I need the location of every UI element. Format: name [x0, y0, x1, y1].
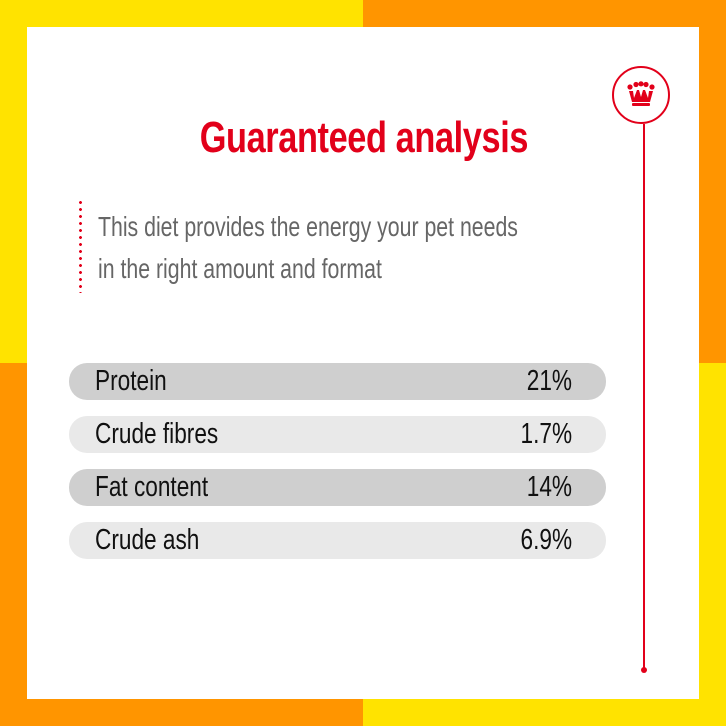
row-value: 14%: [526, 471, 572, 503]
intro-line: This diet provides the energy your pet n…: [98, 211, 518, 242]
row-label: Crude fibres: [95, 418, 219, 450]
accent-line-endpoint: [641, 667, 647, 673]
row-label: Fat content: [95, 471, 209, 503]
page-title: Guaranteed analysis: [199, 113, 529, 162]
intro-text: This diet provides the energy your pet n…: [98, 206, 524, 290]
analysis-row-crude-ash: Crude ash 6.9%: [69, 522, 606, 559]
dotted-accent-line: [79, 199, 82, 293]
row-label: Protein: [95, 365, 167, 397]
crown-icon: [627, 81, 655, 106]
row-value: 6.9%: [520, 524, 572, 556]
row-label: Crude ash: [95, 524, 200, 556]
row-value: 1.7%: [520, 418, 572, 450]
analysis-row-crude-fibres: Crude fibres 1.7%: [69, 416, 606, 453]
analysis-card: Guaranteed analysis This diet provides t…: [27, 27, 699, 699]
intro-line: in the right amount and format: [98, 253, 382, 284]
analysis-row-protein: Protein 21%: [69, 363, 606, 400]
crown-badge: [612, 66, 670, 124]
vertical-accent-line: [643, 124, 645, 670]
analysis-table: Protein 21% Crude fibres 1.7% Fat conten…: [69, 363, 606, 575]
analysis-row-fat-content: Fat content 14%: [69, 469, 606, 506]
row-value: 21%: [526, 365, 572, 397]
